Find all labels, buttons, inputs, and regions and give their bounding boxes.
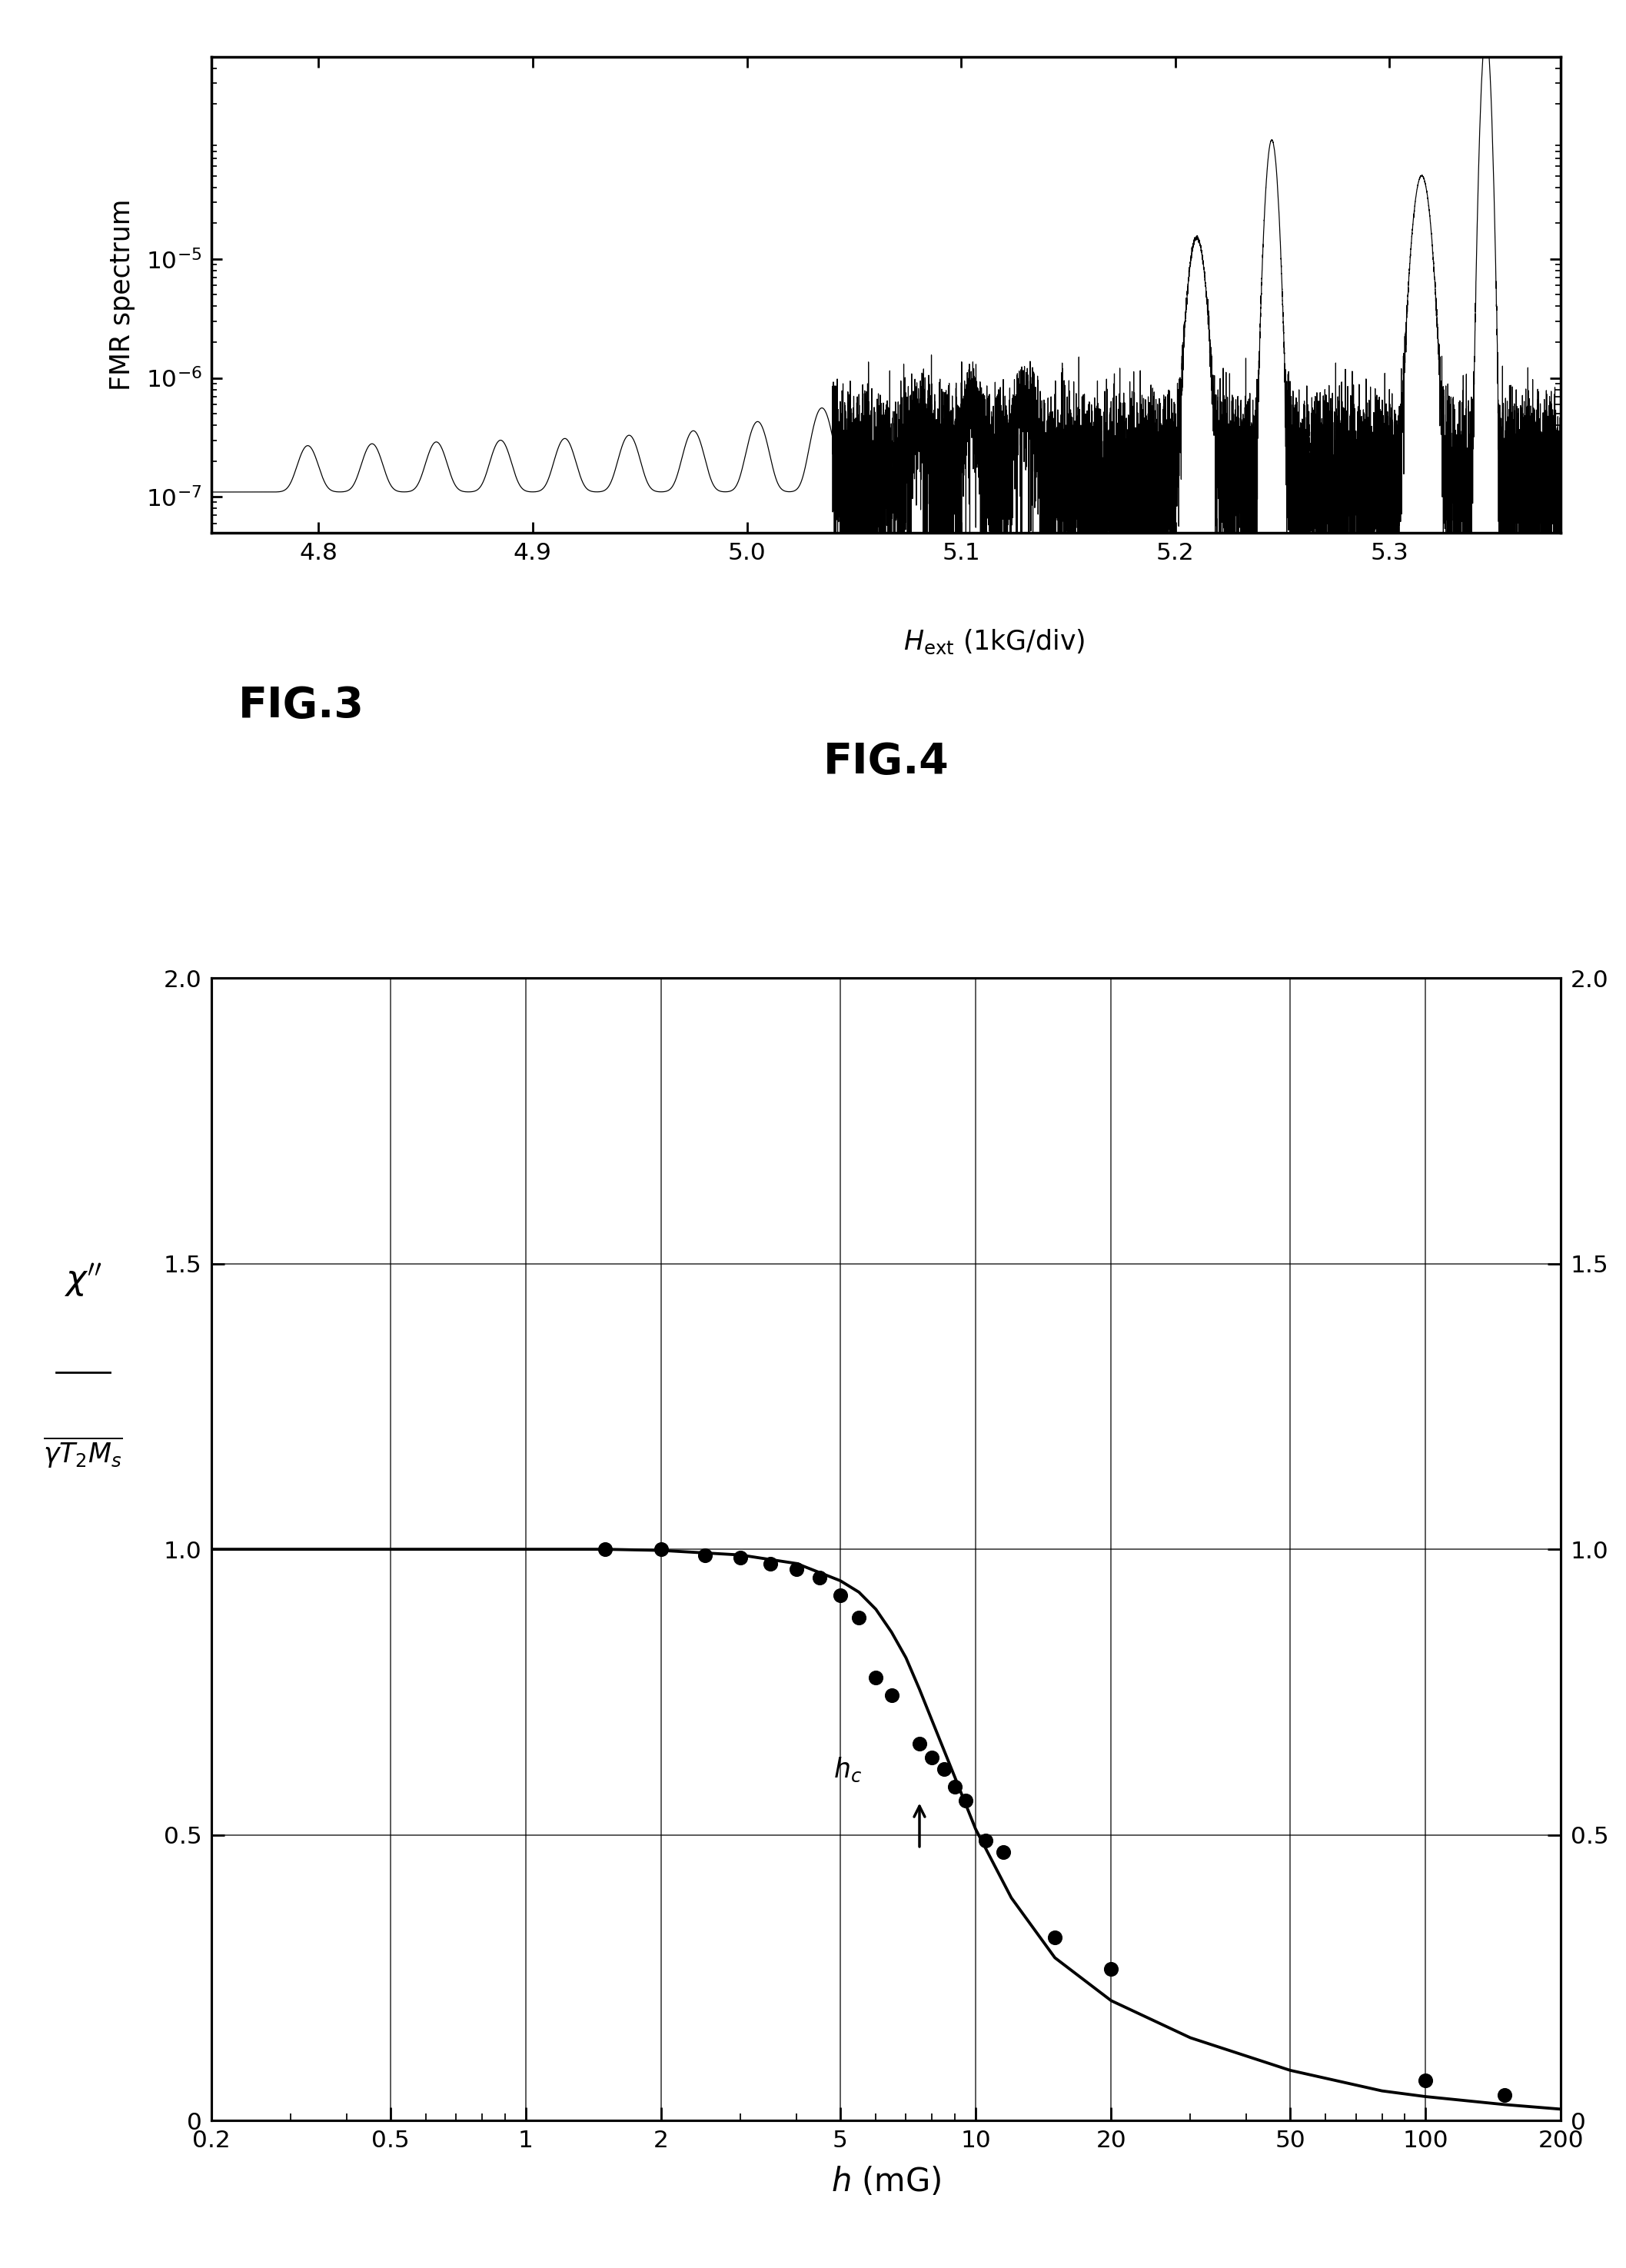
Text: $h_c$: $h_c$ [834, 1755, 862, 1783]
Text: $\overline{\gamma T_2 M_s}$: $\overline{\gamma T_2 M_s}$ [44, 1436, 124, 1470]
Text: $\chi''$: $\chi''$ [63, 1261, 102, 1297]
Text: FIG.3: FIG.3 [239, 685, 364, 726]
X-axis label: $H_{\mathrm{ext}}$ (1kG/div): $H_{\mathrm{ext}}$ (1kG/div) [904, 628, 1085, 655]
Y-axis label: FMR spectrum: FMR spectrum [109, 200, 135, 390]
Text: FIG.4: FIG.4 [823, 742, 950, 782]
X-axis label: $h$ (mG): $h$ (mG) [831, 2166, 941, 2198]
